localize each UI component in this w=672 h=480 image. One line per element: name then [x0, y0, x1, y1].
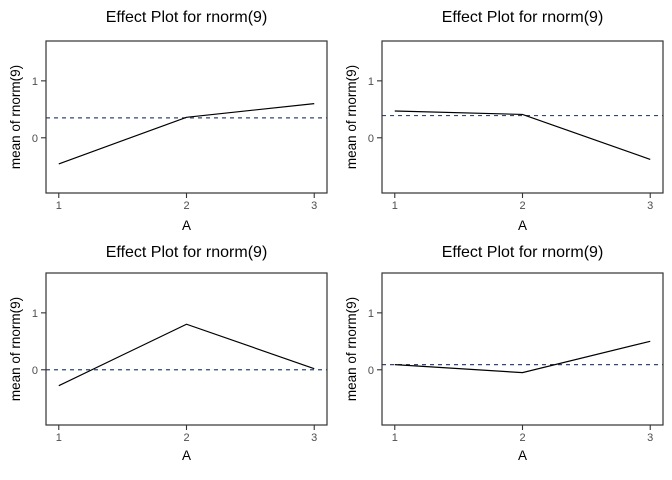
- y-axis-title: mean of rnorm(9): [344, 64, 359, 170]
- panel-border: [381, 40, 664, 194]
- y-axis-title: mean of rnorm(9): [8, 64, 23, 170]
- y-tick-label: 0: [368, 133, 374, 145]
- x-tick-label: 1: [56, 200, 62, 212]
- y-axis-title: mean of rnorm(9): [8, 296, 23, 402]
- plot-canvas: 1 2 3 0 1: [368, 40, 664, 212]
- plot-canvas: 1 2 3 0 1: [32, 40, 328, 212]
- y-tick-label: 0: [32, 365, 38, 377]
- y-tick-label: 1: [32, 308, 38, 320]
- plot-canvas: 1 2 3 0 1: [32, 272, 328, 444]
- x-tick-label: 2: [519, 432, 525, 444]
- x-axis-title: A: [517, 448, 527, 463]
- y-tick-label: 0: [32, 133, 38, 145]
- effect-plot-panel-top-left: 1 2 3 0 1 Effect Plot for rnorm(9) mean of r…: [0, 0, 336, 240]
- x-tick-label: 2: [183, 432, 189, 444]
- effect-line: [394, 110, 651, 160]
- effect-line: [58, 103, 315, 165]
- x-tick-label: 3: [311, 200, 317, 212]
- plot-title: Effect Plot for rnorm(9): [105, 9, 268, 26]
- y-axis-title: mean of rnorm(9): [344, 296, 359, 402]
- x-tick-label: 1: [392, 200, 398, 212]
- y-tick-label: 0: [368, 365, 374, 377]
- x-tick-label: 1: [56, 432, 62, 444]
- x-tick-label: 3: [311, 432, 317, 444]
- effect-line: [58, 323, 315, 387]
- plot-title: Effect Plot for rnorm(9): [105, 244, 268, 261]
- y-tick-label: 1: [368, 76, 374, 88]
- x-tick-label: 1: [392, 432, 398, 444]
- panel-border: [45, 272, 328, 426]
- x-tick-label: 2: [183, 200, 189, 212]
- y-tick-label: 1: [32, 76, 38, 88]
- effect-line: [394, 340, 651, 374]
- x-tick-label: 3: [647, 432, 653, 444]
- plot-canvas: 1 2 3 0 1: [368, 272, 664, 444]
- x-axis-title: A: [517, 218, 527, 233]
- plot-title: Effect Plot for rnorm(9): [441, 9, 604, 26]
- effect-plot-panel-bottom-right: 1 2 3 0 1 Effect Plot for rnorm(9) mean of r…: [336, 240, 672, 480]
- effect-plot-panel-bottom-left: 1 2 3 0 1 Effect Plot for rnorm(9) mean of r…: [0, 240, 336, 480]
- x-axis-title: A: [181, 448, 191, 463]
- plot-title: Effect Plot for rnorm(9): [441, 244, 604, 261]
- x-axis-title: A: [181, 218, 191, 233]
- x-tick-label: 2: [519, 200, 525, 212]
- y-tick-label: 1: [368, 308, 374, 320]
- effect-plot-panel-top-right: 1 2 3 0 1 Effect Plot for rnorm(9) mean of r…: [336, 0, 672, 240]
- x-tick-label: 3: [647, 200, 653, 212]
